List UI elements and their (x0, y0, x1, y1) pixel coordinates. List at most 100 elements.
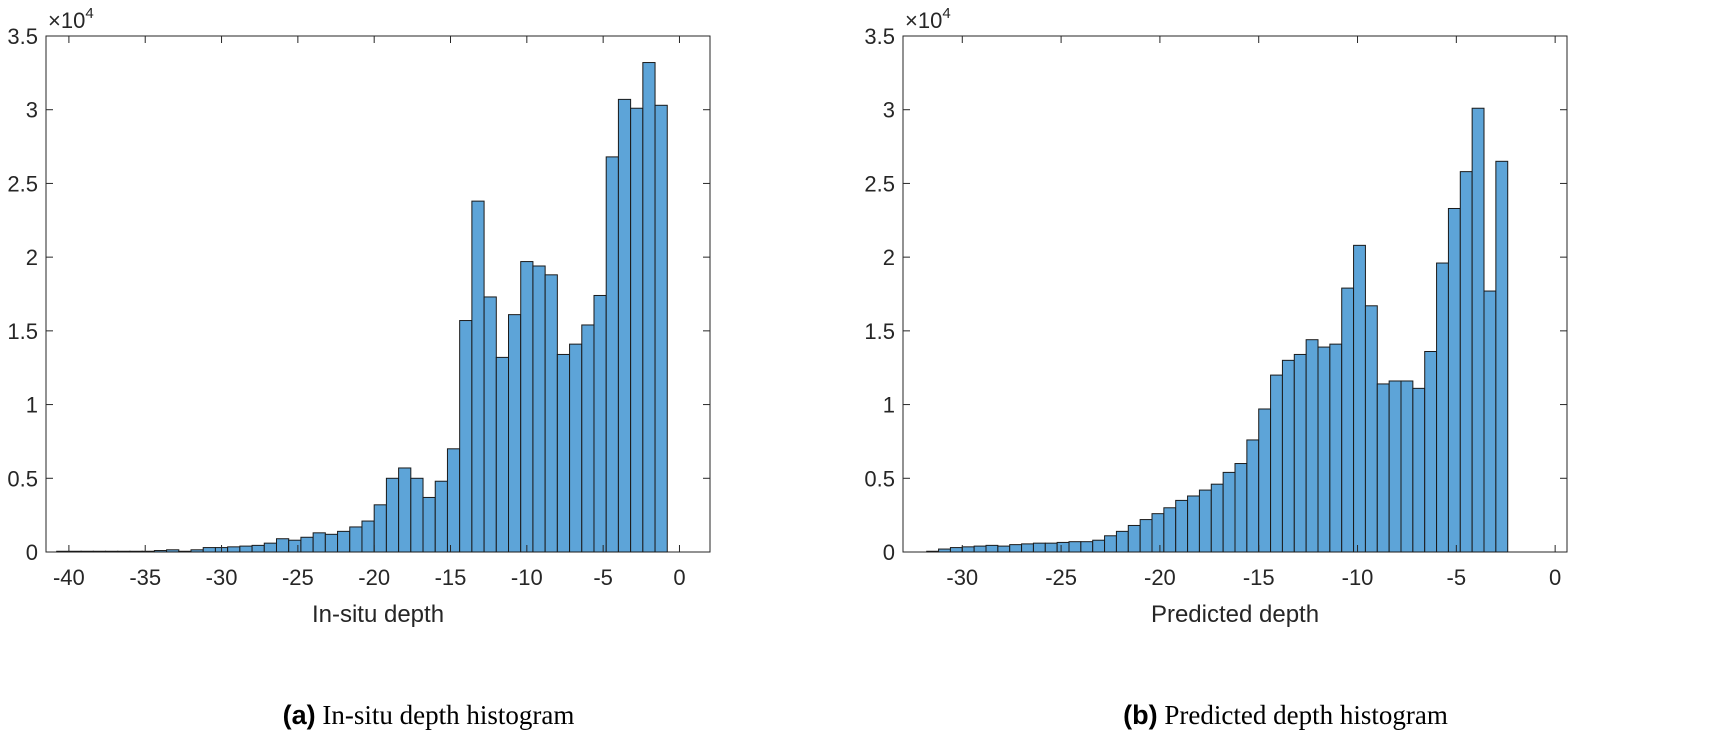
histogram-bar (1222, 471, 1236, 553)
y-tick-label: 3 (26, 98, 38, 123)
histogram-bar (1032, 542, 1046, 553)
histogram-bar (961, 546, 975, 553)
histogram-bar (483, 296, 497, 553)
histogram-bar (1115, 530, 1129, 553)
histogram-in-situ-depth: 0 0.5 1 1.5 2 2.5 3 3.5 -40 -35 -30 -25 -20 -15 -10 -5… (7, 5, 711, 628)
x-tick-label: -25 (282, 565, 314, 590)
y-tick-label: 1 (883, 393, 895, 418)
histogram-bar (1293, 353, 1307, 553)
x-tick-label: -20 (358, 565, 390, 590)
caption-text: Predicted depth histogram (1164, 700, 1448, 730)
histogram-bar (1044, 542, 1058, 553)
histogram-bar (1305, 339, 1319, 553)
histogram-bar (92, 550, 107, 553)
y-tick-label: 1.5 (864, 319, 895, 344)
histogram-bar (434, 480, 448, 553)
histogram-bar (949, 547, 963, 553)
histogram-bar (471, 200, 485, 553)
chart-panel-a: 0 0.5 1 1.5 2 2.5 3 3.5 -40 -35 -30 -25 -20 -15 -10 -5… (7, 5, 711, 730)
histogram-bar (202, 547, 216, 553)
histogram-bar (239, 545, 253, 553)
x-axis-label: In-situ depth (312, 601, 444, 628)
histogram-bar (938, 548, 951, 553)
histogram-bar (349, 526, 363, 553)
histogram-bar (117, 550, 131, 553)
histogram-bar (141, 550, 155, 553)
histogram-bar (312, 532, 326, 553)
histogram-bar (556, 353, 571, 553)
histogram-bar (398, 467, 412, 553)
histogram-bar (617, 98, 632, 553)
histogram-bar (495, 356, 510, 553)
x-tick-label: -40 (53, 565, 85, 590)
histogram-bar (1436, 262, 1449, 553)
histogram-bar (422, 496, 436, 553)
histogram-bar (1068, 541, 1082, 553)
histogram-bar (251, 544, 265, 553)
chart-panel-b: 0 0.5 1 1.5 2 2.5 3 3.5 -30 -25 -20 -15 -10 -5 0 ×104… (857, 0, 1714, 741)
y-tick-label: 3.5 (864, 24, 895, 49)
histogram-bar (1198, 489, 1212, 553)
histogram-bar (1447, 207, 1461, 553)
y-tick-label: 3 (883, 98, 895, 123)
histogram-bar (1424, 351, 1438, 553)
histogram-bar (1151, 513, 1165, 553)
histogram-bar (532, 265, 546, 553)
histogram-bar (288, 539, 302, 553)
histogram-bar (926, 550, 940, 553)
x-tick-label: -10 (1342, 565, 1374, 590)
histogram-bar (985, 544, 999, 553)
histogram-bar (630, 107, 644, 553)
histogram-bar (1459, 171, 1473, 553)
histogram-bar (373, 504, 387, 553)
histogram-bar (300, 536, 314, 553)
histogram-bar (56, 550, 70, 553)
histogram-bar (263, 542, 277, 553)
histogram-bar (410, 477, 424, 553)
histogram-bar (80, 550, 94, 553)
histogram-bar (593, 294, 607, 553)
histogram-bar (654, 104, 668, 553)
histogram-bar (973, 545, 987, 553)
subplot-label: (b) (1123, 700, 1158, 730)
histogram-bar (520, 261, 534, 553)
histogram-bar (1127, 524, 1141, 553)
x-tick-label: 0 (1549, 565, 1561, 590)
y-tick-label: 2 (26, 245, 38, 270)
histogram-bar (190, 549, 204, 553)
histogram-bar (275, 538, 290, 553)
histogram-bar (129, 550, 143, 553)
caption-text: In-situ depth histogram (322, 700, 575, 730)
y-exponent-multiplier: ×104 (905, 5, 951, 33)
histogram-bar (1021, 543, 1034, 553)
y-tick-label: 2.5 (7, 171, 38, 196)
histogram-bar (1353, 244, 1366, 553)
histogram-bar (1341, 287, 1355, 553)
y-tick-label: 2.5 (864, 171, 895, 196)
y-tick-label: 0.5 (864, 466, 895, 491)
histogram-bar (446, 448, 461, 553)
x-tick-label: -5 (593, 565, 613, 590)
x-tick-label: -25 (1045, 565, 1077, 590)
histogram-bar (1246, 439, 1260, 553)
y-tick-label: 0 (26, 540, 38, 565)
histogram-bar (1139, 519, 1153, 553)
histogram-bar (1483, 290, 1497, 553)
y-tick-label: 1.5 (7, 319, 38, 344)
x-tick-label: -15 (435, 565, 467, 590)
histogram-bar (1092, 539, 1106, 553)
histogram-bar (68, 550, 82, 553)
histogram-bar (1471, 107, 1485, 553)
histogram-bar (227, 546, 241, 553)
y-tick-label: 1 (26, 393, 38, 418)
histogram-bar (1175, 499, 1189, 553)
histogram-bar (1495, 160, 1509, 553)
histogram-bar (1163, 507, 1177, 553)
histogram-bar (1281, 359, 1295, 553)
histogram-bar (581, 324, 595, 553)
histogram-bar (1400, 380, 1414, 553)
x-tick-label: -30 (206, 565, 238, 590)
histogram-bar (153, 550, 168, 553)
histogram-bar (997, 545, 1011, 553)
histogram-bar (1412, 387, 1426, 553)
